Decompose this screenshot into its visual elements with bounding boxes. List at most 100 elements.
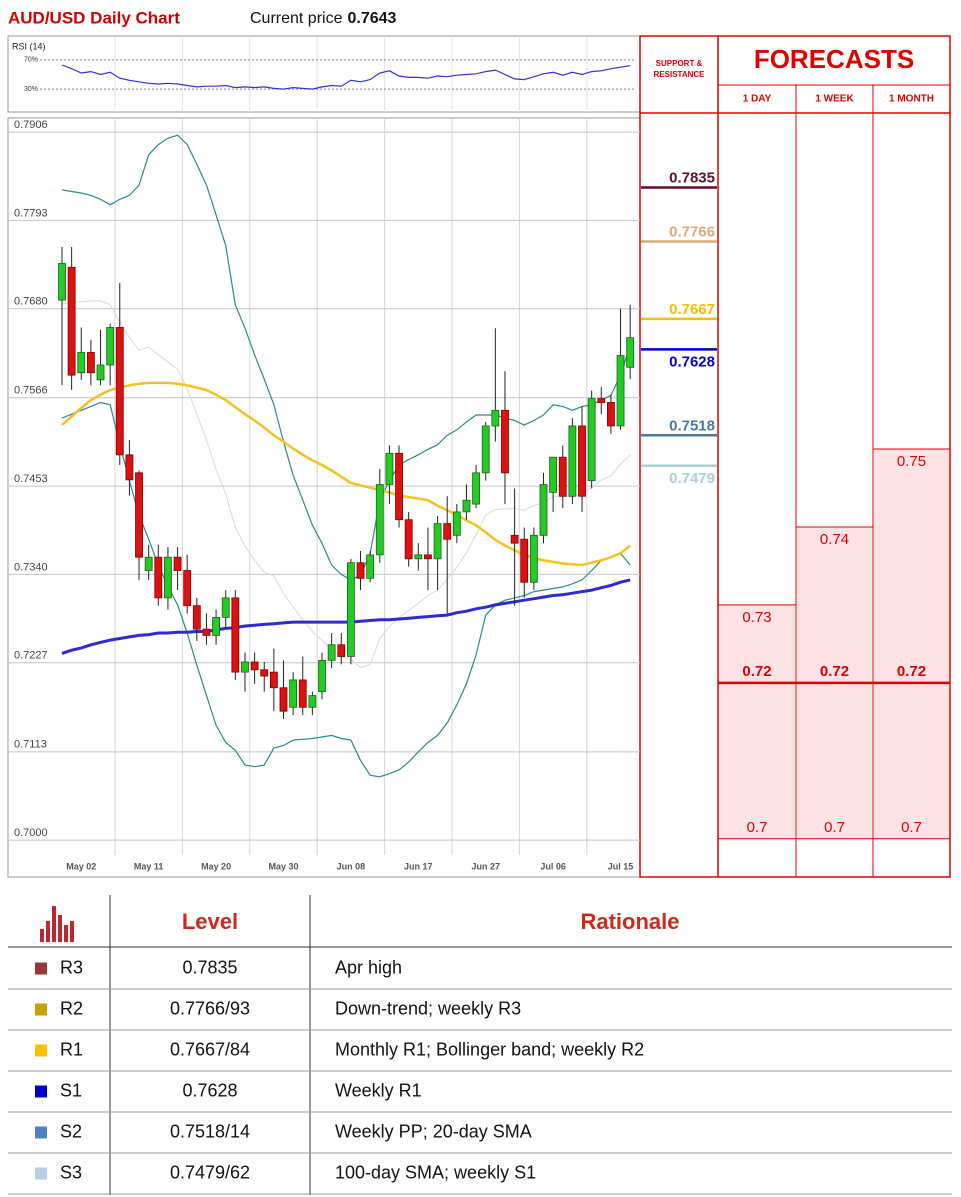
candle-body xyxy=(433,523,442,560)
forecast-range xyxy=(719,604,795,839)
right-frame xyxy=(639,35,951,878)
y-tick-label: 0.7793 xyxy=(14,207,48,219)
candle-body xyxy=(298,679,307,708)
x-tick-label: May 02 xyxy=(66,861,96,871)
candle-body xyxy=(308,695,317,708)
sr-label: 0.7667 xyxy=(669,301,715,318)
y-tick-label: 0.7453 xyxy=(14,473,48,485)
sr-label: 0.7835 xyxy=(669,170,715,187)
x-tick-label: May 11 xyxy=(134,861,164,871)
icon-bar xyxy=(58,915,62,942)
candle-body xyxy=(115,327,124,456)
candle-body xyxy=(366,554,375,579)
level-value: 0.7835 xyxy=(182,957,237,977)
candle-body xyxy=(337,644,346,657)
candle-body xyxy=(587,398,596,482)
level-swatch xyxy=(35,1003,47,1016)
candle-body xyxy=(385,452,394,485)
candle-body xyxy=(192,605,201,630)
forecast-label: 0.75 xyxy=(897,453,926,470)
indicator-line xyxy=(61,578,631,655)
candle-body xyxy=(626,337,635,368)
candle-body xyxy=(558,456,567,497)
level-rationale: Weekly R1 xyxy=(335,1080,422,1100)
icon-bar xyxy=(40,929,44,942)
candle-body xyxy=(510,534,519,544)
table-icon xyxy=(40,906,74,942)
x-tick-label: Jul 06 xyxy=(540,861,566,871)
sr-title: SUPPORT & RESISTANCE xyxy=(653,59,705,79)
candle-body xyxy=(260,669,269,677)
candle-body xyxy=(289,679,298,708)
level-code: R2 xyxy=(60,998,83,1018)
candle-body xyxy=(212,617,220,636)
column-header: 1 WEEK xyxy=(815,94,854,105)
candle-body xyxy=(269,671,278,689)
candle-body xyxy=(106,327,115,366)
candle-body xyxy=(96,364,105,381)
level-value: 0.7766/93 xyxy=(170,998,250,1018)
icon-bar xyxy=(46,921,50,942)
sr-label: 0.7518 xyxy=(669,417,715,434)
sr-label: 0.7766 xyxy=(669,223,715,240)
icon-bar xyxy=(70,921,74,942)
candle-body xyxy=(144,556,153,571)
candle-body xyxy=(414,554,423,560)
y-tick-label: 0.7000 xyxy=(14,827,48,839)
candle-body xyxy=(67,266,76,376)
forecast-label: 0.7 xyxy=(824,819,845,836)
forecast-label: 0.72 xyxy=(820,663,849,680)
candle-body xyxy=(346,562,355,657)
level-code: S2 xyxy=(60,1121,82,1141)
level-rationale: 100-day SMA; weekly S1 xyxy=(335,1162,536,1182)
forecasts-title: FORECASTS xyxy=(754,44,914,74)
forecast-label: 0.7 xyxy=(747,819,768,836)
y-tick-label: 0.7906 xyxy=(14,119,48,131)
y-tick-label: 0.7340 xyxy=(14,561,48,573)
x-tick-label: May 20 xyxy=(201,861,231,871)
candle-body xyxy=(578,425,586,497)
candle-body xyxy=(452,511,461,536)
x-tick-label: Jun 17 xyxy=(404,861,433,871)
icon-bar xyxy=(64,925,68,942)
level-code: R1 xyxy=(60,1039,83,1059)
x-tick-label: May 30 xyxy=(268,861,298,871)
candle-body xyxy=(491,409,500,427)
table-header: Rationale xyxy=(580,909,679,934)
level-swatch xyxy=(35,1044,47,1057)
level-value: 0.7479/62 xyxy=(170,1162,250,1182)
candle-body xyxy=(279,687,288,712)
table-header: Level xyxy=(182,909,238,934)
candle-body xyxy=(58,262,66,301)
current-price: Current price 0.7643 xyxy=(250,10,397,27)
candle-body xyxy=(241,661,249,673)
y-tick-label: 0.7680 xyxy=(14,296,48,308)
chart-title: AUD/USD Daily Chart xyxy=(8,8,180,27)
level-value: 0.7518/14 xyxy=(170,1121,250,1141)
candle-body xyxy=(424,554,432,560)
indicator-line xyxy=(61,300,631,668)
forecast-label: 0.72 xyxy=(742,663,771,680)
candle-body xyxy=(607,402,615,427)
column-header: 1 MONTH xyxy=(889,94,934,105)
forecast-label: 0.74 xyxy=(820,531,849,548)
y-tick-label: 30% xyxy=(24,86,38,93)
candle-body xyxy=(568,425,577,497)
x-tick-label: Jun 27 xyxy=(471,861,500,871)
forecast-label: 0.73 xyxy=(742,609,771,626)
level-rationale: Monthly R1; Bollinger band; weekly R2 xyxy=(335,1039,644,1059)
candle-body xyxy=(86,352,95,374)
candle-body xyxy=(529,534,538,583)
level-rationale: Apr high xyxy=(335,957,402,977)
y-tick-label: 0.7566 xyxy=(14,385,48,397)
level-code: S1 xyxy=(60,1080,82,1100)
level-rationale: Weekly PP; 20-day SMA xyxy=(335,1121,532,1141)
candle-body xyxy=(597,398,606,403)
y-tick-label: 0.7227 xyxy=(14,650,48,662)
candle-body xyxy=(443,523,452,540)
price-panel xyxy=(7,117,641,878)
y-tick-label: 70% xyxy=(24,57,38,64)
candle-body xyxy=(318,659,326,693)
